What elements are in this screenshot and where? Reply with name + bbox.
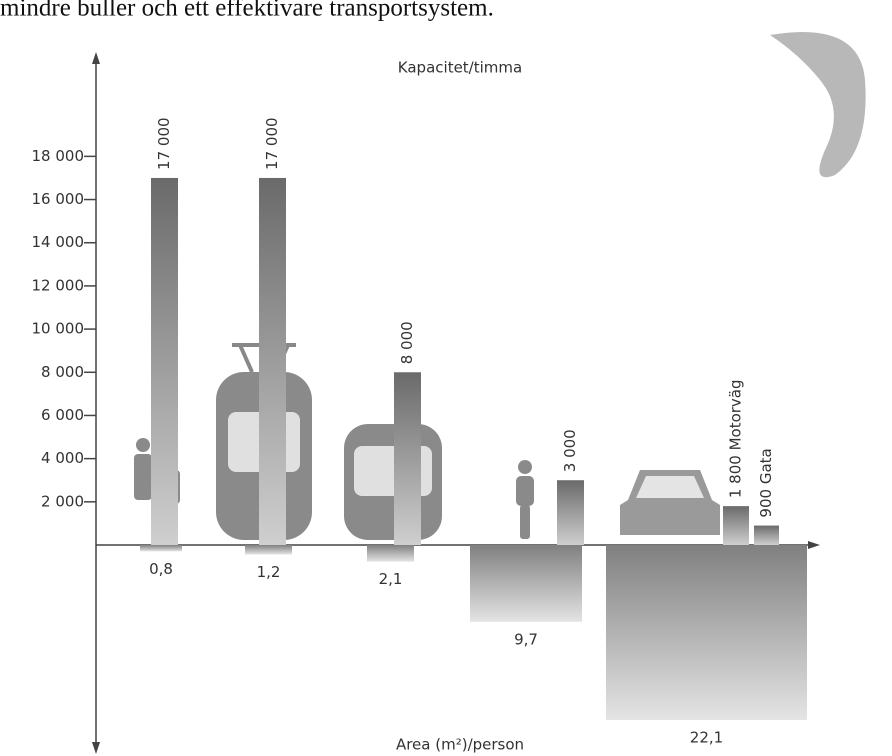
value-label: 22,1	[690, 728, 723, 746]
y-tick-label: 12 000	[32, 276, 85, 294]
bar	[470, 545, 582, 622]
caption: mindre buller och ett effektivare transp…	[0, 0, 494, 22]
y-tick-label: 14 000	[32, 233, 85, 251]
y-tick-label: 8 000	[41, 363, 84, 381]
y-tick-label: 4 000	[41, 449, 84, 467]
value-label: 1,2	[257, 563, 281, 581]
y-tick-label: 10 000	[32, 320, 85, 338]
y-tick-label: 16 000	[32, 190, 85, 208]
bar	[754, 525, 779, 545]
bar	[723, 506, 749, 545]
axis-title: Area (m²)/person	[396, 736, 524, 754]
cyclist-icon	[516, 460, 534, 539]
bar	[606, 545, 807, 720]
value-label: 8 000	[398, 321, 416, 364]
bar	[140, 545, 182, 552]
y-tick-label: 2 000	[41, 492, 84, 510]
bus-icon	[344, 424, 442, 540]
car-icon	[620, 470, 720, 535]
y-tick-label: 6 000	[41, 406, 84, 424]
y-tick-label: 18 000	[32, 147, 85, 165]
bar	[151, 177, 178, 546]
value-label: 1 800 Motorväg	[727, 379, 745, 498]
axis-arrow	[808, 541, 820, 549]
bar	[557, 480, 584, 545]
value-label: 17 000	[155, 117, 173, 170]
chart-title: Kapacitet/timma	[398, 59, 522, 77]
value-label: 3 000	[561, 429, 579, 472]
bar	[394, 372, 421, 545]
decoration	[770, 32, 866, 178]
bar	[367, 545, 414, 562]
value-label: 900 Gata	[757, 448, 775, 517]
bar	[245, 545, 292, 555]
value-label: 17 000	[263, 117, 281, 170]
bar	[259, 177, 286, 546]
value-label: 9,7	[514, 630, 538, 648]
value-label: 2,1	[379, 570, 403, 588]
value-label: 0,8	[149, 560, 173, 578]
